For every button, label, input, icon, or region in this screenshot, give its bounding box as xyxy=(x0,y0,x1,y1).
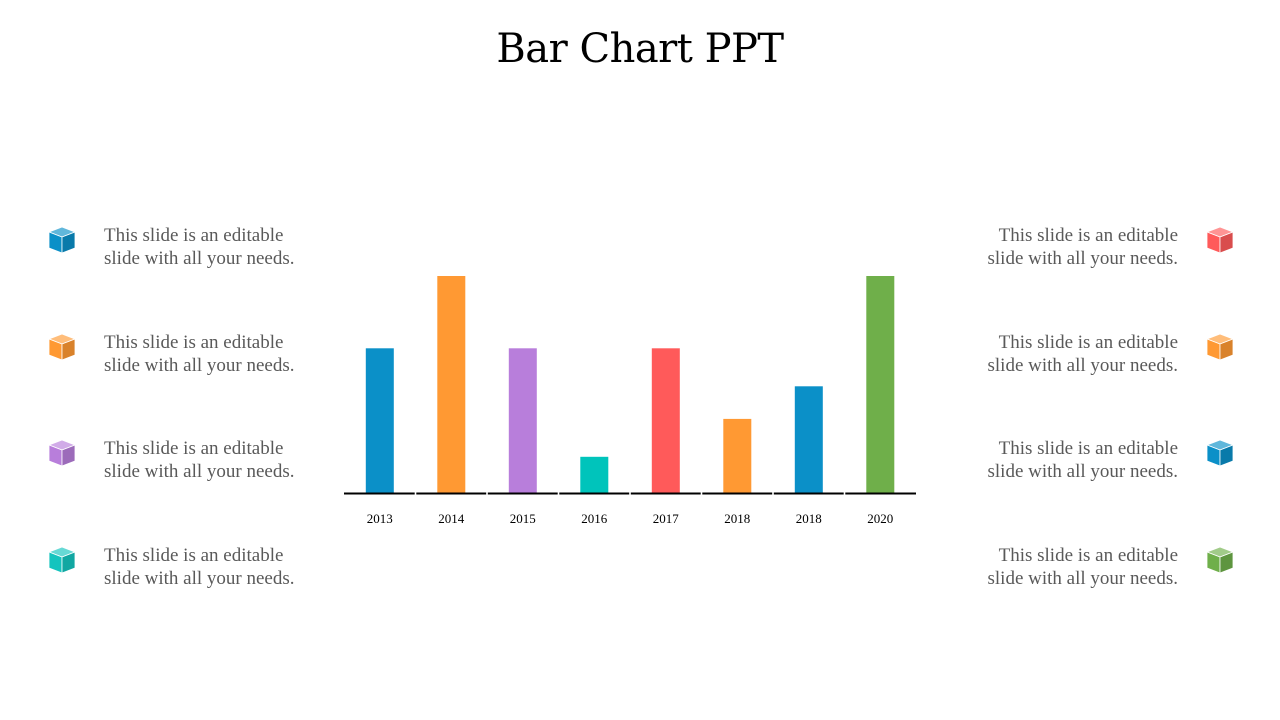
bar-2016 xyxy=(580,456,609,493)
slide-title: Bar Chart PPT xyxy=(496,26,784,72)
x-tick-label: 2020 xyxy=(867,511,893,526)
x-tick-label: 2017 xyxy=(653,511,680,526)
info-item-left-2: This slide is an editable slide with all … xyxy=(46,331,346,391)
info-text-line: slide with all your needs. xyxy=(987,248,1179,269)
info-text-line: slide with all your needs. xyxy=(987,355,1179,376)
info-text-line: slide with all your needs. xyxy=(104,461,295,482)
info-text: This slide is an editable slide with all … xyxy=(948,224,1179,270)
info-text-line: This slide is an editable xyxy=(104,438,284,459)
info-text-line: This slide is an editable xyxy=(104,332,284,353)
info-text-line: This slide is an editable xyxy=(998,225,1178,246)
info-text-line: slide with all your needs. xyxy=(104,248,295,269)
info-item-right-2: This slide is an editable slide with all … xyxy=(936,331,1236,391)
bar-2020 xyxy=(866,276,895,493)
info-item-right-1: This slide is an editable slide with all … xyxy=(936,224,1236,284)
info-text-line: slide with all your needs. xyxy=(104,568,295,589)
bar-2018 xyxy=(723,418,752,493)
info-text: This slide is an editable slide with all … xyxy=(948,437,1179,483)
bar-2013 xyxy=(365,348,394,493)
x-tick-label: 2014 xyxy=(438,511,465,526)
info-item-right-4: This slide is an editable slide with all … xyxy=(936,544,1236,604)
cube-icon xyxy=(48,333,76,361)
info-item-left-3: This slide is an editable slide with all … xyxy=(46,437,346,497)
info-text-line: This slide is an editable xyxy=(998,438,1178,459)
info-text-line: slide with all your needs. xyxy=(987,461,1179,482)
info-text: This slide is an editable slide with all … xyxy=(104,224,334,270)
info-text-line: This slide is an editable xyxy=(998,332,1178,353)
x-tick-label: 2018 xyxy=(724,511,750,526)
info-text: This slide is an editable slide with all … xyxy=(948,331,1179,377)
info-text-line: slide with all your needs. xyxy=(104,355,295,376)
info-text: This slide is an editable slide with all … xyxy=(104,544,334,590)
bar-2017 xyxy=(651,348,680,493)
info-text-line: This slide is an editable xyxy=(998,545,1178,566)
bar-2014 xyxy=(437,276,466,493)
info-text: This slide is an editable slide with all … xyxy=(104,437,334,483)
bar-2018 xyxy=(794,386,823,493)
info-text: This slide is an editable slide with all … xyxy=(948,544,1179,590)
cube-icon xyxy=(1206,546,1234,574)
cube-icon xyxy=(1206,226,1234,254)
info-text-line: This slide is an editable xyxy=(104,225,284,246)
info-item-left-4: This slide is an editable slide with all … xyxy=(46,544,346,604)
cube-icon xyxy=(1206,439,1234,467)
cube-icon xyxy=(48,226,76,254)
x-tick-label: 2016 xyxy=(581,511,608,526)
x-tick-label: 2015 xyxy=(510,511,536,526)
info-text: This slide is an editable slide with all … xyxy=(104,331,334,377)
x-tick-label: 2013 xyxy=(367,511,393,526)
cube-icon xyxy=(48,439,76,467)
cube-icon xyxy=(1206,333,1234,361)
bar-2015 xyxy=(508,348,537,493)
cube-icon xyxy=(48,546,76,574)
info-item-left-1: This slide is an editable slide with all … xyxy=(46,224,346,284)
x-tick-label: 2018 xyxy=(796,511,822,526)
info-item-right-3: This slide is an editable slide with all … xyxy=(936,437,1236,497)
info-text-line: slide with all your needs. xyxy=(987,568,1179,589)
info-text-line: This slide is an editable xyxy=(104,545,284,566)
